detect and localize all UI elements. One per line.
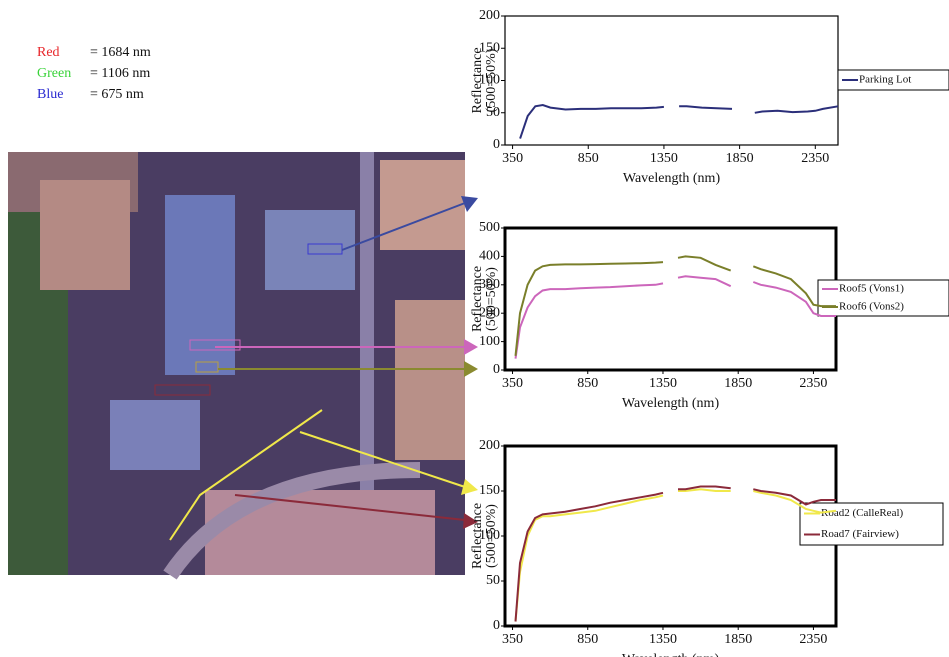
legend-label: Roof6 (Vons2) [839,301,904,313]
x-axis-label: Wavelength (nm) [623,171,721,186]
x-tick-label: 350 [502,632,523,647]
aerial-image [8,152,478,580]
y-tick-label: 0 [493,137,500,152]
band-value: = 675 nm [90,87,144,102]
y-tick-label: 200 [479,438,500,453]
y-tick-label: 50 [486,105,500,120]
x-tick-label: 850 [578,151,599,166]
x-tick-label: 850 [577,376,598,391]
legend-box [799,502,944,546]
y-tick-label: 100 [479,528,500,543]
y-tick-label: 0 [493,618,500,633]
x-axis-label: Wavelength (nm) [622,396,720,411]
x-tick-label: 850 [577,632,598,647]
band-name: Red [37,45,60,60]
legend: Roof5 (Vons1) Roof6 (Vons2) [817,279,949,317]
band-name: Green [37,66,71,81]
y-tick-label: 100 [479,334,500,349]
band-value: = 1684 nm [90,45,151,60]
series-line [514,485,836,622]
y-tick-label: 0 [493,362,500,377]
x-axis-label: Wavelength (nm) [622,652,720,657]
y-tick-label: 400 [479,249,500,264]
series-line [514,255,836,356]
legend-label: Road2 (CalleReal) [821,507,904,519]
plot-frame [504,15,839,146]
y-tick-label: 100 [479,73,500,88]
y-tick-label: 300 [479,277,500,292]
legend: Road2 (CalleReal) Road7 (Fairview) [799,502,944,546]
legend-label: Parking Lot [859,74,911,86]
plot-frame [503,444,838,628]
y-axis-label: (500=50%) [484,48,499,112]
y-tick-label: 150 [479,40,500,55]
series-line [519,103,839,139]
legend-label: Roof5 (Vons1) [839,283,904,295]
band-name: Blue [37,87,63,102]
y-axis-label: Reflectance [470,503,485,569]
band-value: = 1106 nm [90,66,150,81]
x-tick-label: 2350 [799,632,827,647]
legend-box [817,279,949,317]
y-tick-label: 200 [479,305,500,320]
x-tick-label: 1350 [650,151,678,166]
y-axis-label: Reflectance [470,266,485,332]
x-tick-label: 1350 [649,376,677,391]
y-tick-label: 200 [479,8,500,23]
y-axis-label: (500=50%) [484,267,499,331]
series-line [514,275,836,359]
legend-box [837,69,949,91]
x-tick-label: 350 [502,151,523,166]
x-tick-label: 1350 [649,632,677,647]
plot-frame [503,226,838,372]
x-tick-label: 2350 [799,376,827,391]
x-tick-label: 1850 [724,376,752,391]
y-tick-label: 50 [486,573,500,588]
legend-label: Road7 (Fairview) [821,528,899,540]
series-line [514,488,837,622]
y-tick-label: 150 [479,483,500,498]
x-tick-label: 2350 [801,151,829,166]
x-tick-label: 350 [502,376,523,391]
y-tick-label: 500 [479,220,500,235]
x-tick-label: 1850 [724,632,752,647]
legend: Parking Lot [837,69,949,91]
x-tick-label: 1850 [726,151,754,166]
y-axis-label: Reflectance [470,47,485,113]
y-axis-label: (500=50%) [484,504,499,568]
